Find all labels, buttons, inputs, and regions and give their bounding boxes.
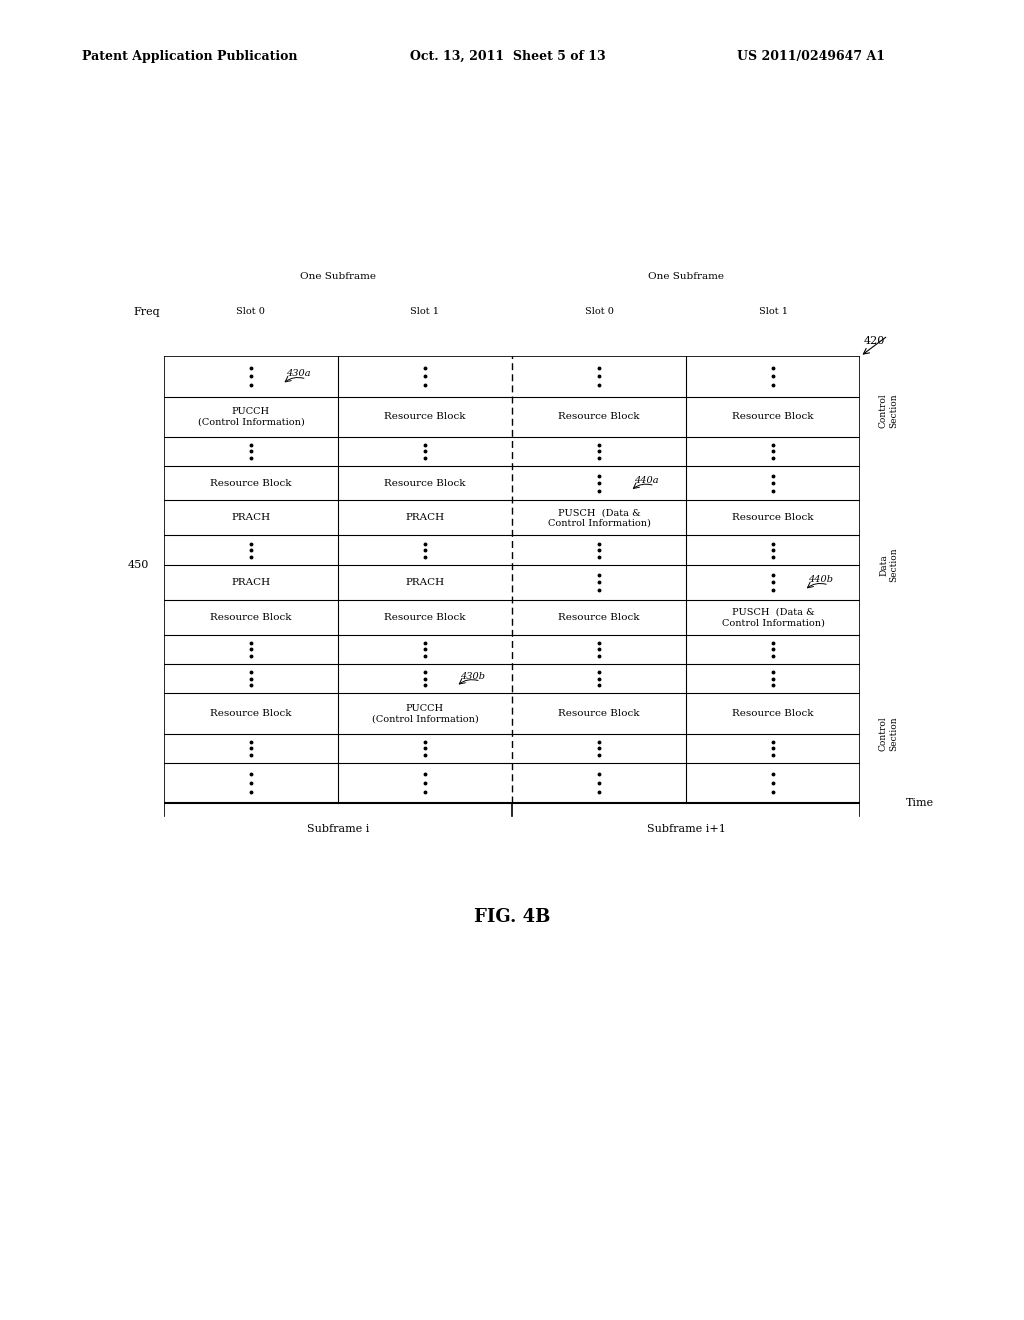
Text: One Subframe: One Subframe: [648, 272, 724, 281]
Text: PRACH: PRACH: [231, 578, 270, 587]
Text: Resource Block: Resource Block: [384, 612, 466, 622]
Text: Resource Block: Resource Block: [558, 412, 640, 421]
Text: 430a: 430a: [286, 370, 310, 379]
Text: 450: 450: [127, 560, 148, 570]
Text: PUSCH  (Data &
Control Information): PUSCH (Data & Control Information): [722, 607, 824, 627]
Text: Freq: Freq: [134, 308, 161, 317]
Text: Resource Block: Resource Block: [732, 709, 814, 718]
Text: 420: 420: [863, 335, 885, 346]
Text: Control
Section: Control Section: [879, 393, 898, 429]
Text: Slot 0: Slot 0: [237, 308, 265, 317]
Text: 440a: 440a: [634, 477, 658, 484]
Text: 440b: 440b: [808, 576, 833, 585]
Text: Data
Section: Data Section: [879, 548, 898, 582]
Text: PUCCH
(Control Information): PUCCH (Control Information): [372, 704, 478, 723]
Text: Slot 1: Slot 1: [411, 308, 439, 317]
Text: Subframe i: Subframe i: [307, 824, 369, 834]
Text: PUCCH
(Control Information): PUCCH (Control Information): [198, 407, 304, 426]
Text: Resource Block: Resource Block: [210, 612, 292, 622]
Text: PRACH: PRACH: [231, 513, 270, 523]
Text: Slot 1: Slot 1: [759, 308, 787, 317]
Text: Time: Time: [905, 799, 934, 808]
Text: PUSCH  (Data &
Control Information): PUSCH (Data & Control Information): [548, 508, 650, 528]
Text: FIG. 4B: FIG. 4B: [474, 908, 550, 927]
Text: Resource Block: Resource Block: [732, 412, 814, 421]
Text: Resource Block: Resource Block: [558, 709, 640, 718]
Text: 430b: 430b: [460, 672, 484, 681]
Text: Slot 0: Slot 0: [585, 308, 613, 317]
Bar: [164, 356, 860, 804]
Text: Oct. 13, 2011  Sheet 5 of 13: Oct. 13, 2011 Sheet 5 of 13: [410, 50, 605, 63]
Text: Resource Block: Resource Block: [210, 709, 292, 718]
Text: PRACH: PRACH: [406, 578, 444, 587]
Text: US 2011/0249647 A1: US 2011/0249647 A1: [737, 50, 886, 63]
Text: Resource Block: Resource Block: [384, 479, 466, 487]
Text: Subframe i+1: Subframe i+1: [646, 824, 726, 834]
Text: Control
Section: Control Section: [879, 717, 898, 751]
Text: Resource Block: Resource Block: [210, 479, 292, 487]
Text: PRACH: PRACH: [406, 513, 444, 523]
Text: Resource Block: Resource Block: [732, 513, 814, 523]
Text: Resource Block: Resource Block: [558, 612, 640, 622]
Text: Resource Block: Resource Block: [384, 412, 466, 421]
Text: Patent Application Publication: Patent Application Publication: [82, 50, 297, 63]
Text: One Subframe: One Subframe: [300, 272, 376, 281]
